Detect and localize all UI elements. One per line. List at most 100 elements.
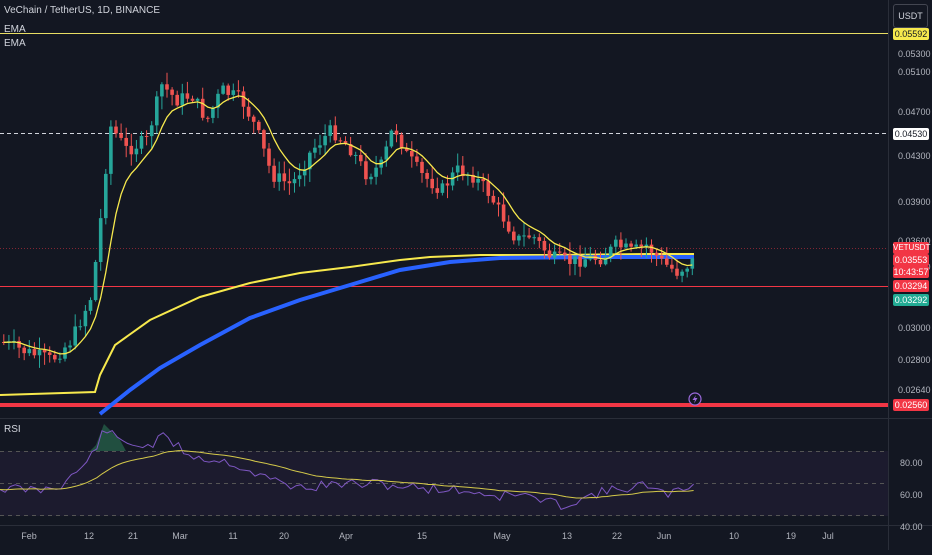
ema-blue-line[interactable] <box>98 255 694 416</box>
candle-body[interactable] <box>644 244 649 247</box>
candle-body[interactable] <box>175 94 179 106</box>
candle-body[interactable] <box>430 178 434 189</box>
candle-body[interactable] <box>318 145 322 148</box>
candle-body[interactable] <box>634 244 638 247</box>
candle-body[interactable] <box>614 239 618 247</box>
candle-body[interactable] <box>415 156 419 162</box>
candle-body[interactable] <box>185 93 190 99</box>
candle-body[interactable] <box>654 252 659 256</box>
candle-body[interactable] <box>461 165 465 177</box>
candle-body[interactable] <box>384 146 389 160</box>
candle-body[interactable] <box>37 349 42 356</box>
candle-body[interactable] <box>573 256 577 265</box>
candle-body[interactable] <box>216 93 220 108</box>
candle-body[interactable] <box>685 268 689 272</box>
candle-body[interactable] <box>471 174 475 183</box>
candle-body[interactable] <box>32 349 37 356</box>
candle-body[interactable] <box>308 152 312 170</box>
candle-body[interactable] <box>670 264 674 269</box>
candle-body[interactable] <box>578 256 582 267</box>
rsi-ma-line[interactable] <box>0 450 694 499</box>
candle-body[interactable] <box>420 161 424 173</box>
candle-body[interactable] <box>231 90 236 95</box>
candle-body[interactable] <box>287 181 292 184</box>
candle-body[interactable] <box>583 259 587 267</box>
candle-body[interactable] <box>680 271 684 276</box>
candle-body[interactable] <box>119 133 123 138</box>
candle-body[interactable] <box>557 251 562 253</box>
candle-body[interactable] <box>139 135 144 149</box>
candle-body[interactable] <box>190 98 195 101</box>
candle-body[interactable] <box>496 202 501 205</box>
candle-body[interactable] <box>53 354 57 360</box>
price-pane[interactable] <box>0 0 888 418</box>
candle-body[interactable] <box>491 195 496 203</box>
candle-body[interactable] <box>389 130 394 147</box>
candle-body[interactable] <box>17 340 21 348</box>
candle-body[interactable] <box>93 262 98 301</box>
candle-body[interactable] <box>277 173 281 182</box>
candle-body[interactable] <box>690 258 695 269</box>
candle-body[interactable] <box>527 235 531 238</box>
candle-body[interactable] <box>608 246 613 258</box>
ema-fast-line[interactable] <box>3 95 693 355</box>
candle-body[interactable] <box>425 172 429 179</box>
candle-body[interactable] <box>517 235 521 241</box>
candle-body[interactable] <box>2 342 6 343</box>
candle-body[interactable] <box>552 251 557 258</box>
candle-body[interactable] <box>353 154 358 156</box>
candle-body[interactable] <box>160 84 164 97</box>
ema-indicator-label-2[interactable]: EMA <box>4 38 26 49</box>
rsi-line[interactable] <box>0 429 694 511</box>
candle-body[interactable] <box>313 147 317 153</box>
candle-body[interactable] <box>195 98 200 101</box>
candle-body[interactable] <box>27 349 32 354</box>
candle-body[interactable] <box>170 89 174 95</box>
candle-body[interactable] <box>104 173 108 219</box>
candle-body[interactable] <box>149 125 154 137</box>
candle-body[interactable] <box>114 126 118 134</box>
candle-body[interactable] <box>42 349 47 353</box>
candle-body[interactable] <box>129 145 134 155</box>
candle-body[interactable] <box>445 183 450 186</box>
candle-body[interactable] <box>603 257 608 265</box>
candle-body[interactable] <box>532 237 536 239</box>
candle-body[interactable] <box>364 161 368 180</box>
candle-body[interactable] <box>659 255 664 259</box>
candle-body[interactable] <box>221 85 225 94</box>
candle-body[interactable] <box>109 126 113 174</box>
candle-body[interactable] <box>226 85 230 95</box>
candle-body[interactable] <box>374 167 378 177</box>
candle-body[interactable] <box>512 231 516 241</box>
candle-body[interactable] <box>22 347 26 354</box>
candle-body[interactable] <box>629 243 633 247</box>
candle-body[interactable] <box>236 90 241 92</box>
candle-body[interactable] <box>598 259 603 265</box>
candle-body[interactable] <box>68 345 72 348</box>
candle-body[interactable] <box>522 235 526 237</box>
candle-body[interactable] <box>328 125 332 136</box>
candle-body[interactable] <box>476 178 480 183</box>
candle-body[interactable] <box>537 237 542 241</box>
candle-body[interactable] <box>302 169 307 176</box>
candle-body[interactable] <box>206 117 210 119</box>
candle-body[interactable] <box>333 125 338 141</box>
candle-body[interactable] <box>348 144 353 156</box>
candle-body[interactable] <box>568 254 572 265</box>
candle-body[interactable] <box>83 310 88 327</box>
candle-body[interactable] <box>282 173 287 182</box>
candle-body[interactable] <box>486 181 491 196</box>
candle-body[interactable] <box>165 84 169 90</box>
candle-body[interactable] <box>563 252 567 255</box>
candle-body[interactable] <box>297 175 302 180</box>
candle-body[interactable] <box>394 130 399 135</box>
candle-body[interactable] <box>501 204 506 222</box>
candle-body[interactable] <box>47 352 52 355</box>
candle-body[interactable] <box>369 176 373 180</box>
candle-body[interactable] <box>267 148 271 166</box>
candle-body[interactable] <box>547 250 552 258</box>
candle-body[interactable] <box>200 98 205 118</box>
chart-title[interactable]: VeChain / TetherUS, 1D, BINANCE <box>4 5 160 16</box>
